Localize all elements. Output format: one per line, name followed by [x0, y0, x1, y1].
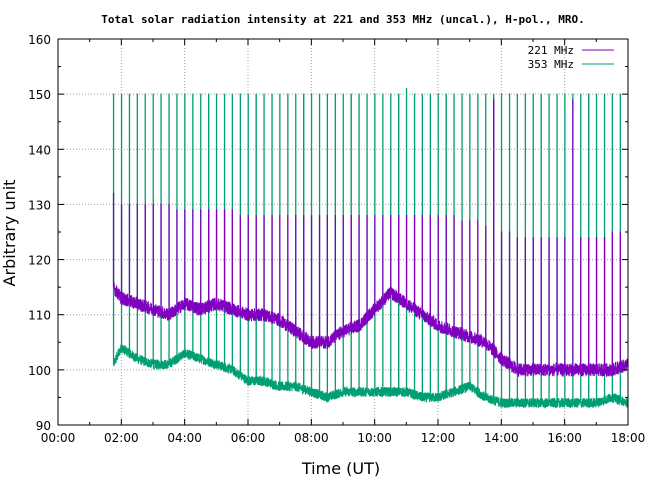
x-tick-label: 02:00: [104, 431, 139, 445]
plot-series: [112, 88, 629, 410]
y-tick-label: 120: [28, 254, 51, 268]
chart-title: Total solar radiation intensity at 221 a…: [101, 13, 584, 26]
x-tick-label: 08:00: [294, 431, 329, 445]
y-tick-label: 150: [28, 88, 51, 102]
x-tick-label: 06:00: [231, 431, 266, 445]
y-tick-label: 160: [28, 33, 51, 47]
y-tick-label: 100: [28, 364, 51, 378]
y-tick-label: 110: [28, 309, 51, 323]
x-tick-label: 00:00: [41, 431, 76, 445]
series-line-221-mhz: [112, 99, 629, 378]
y-tick-label: 130: [28, 198, 51, 212]
x-axis-label: Time (UT): [301, 459, 380, 478]
y-axis-label: Arbitrary unit: [0, 180, 19, 287]
y-tick-label: 140: [28, 143, 51, 157]
legend-label: 221 MHz: [528, 44, 574, 57]
x-tick-label: 10:00: [357, 431, 392, 445]
legend-label: 353 MHz: [528, 58, 574, 71]
y-tick-label: 90: [36, 419, 51, 433]
x-tick-label: 16:00: [547, 431, 582, 445]
x-tick-label: 18:00: [611, 431, 646, 445]
series-line-353-mhz: [112, 88, 629, 410]
axis-ticks: 00:00 02:00 04:00 06:00 08:00 10:00 12:00 14:00…: [28, 33, 645, 445]
x-tick-label: 12:00: [421, 431, 456, 445]
x-tick-label: 04:00: [167, 431, 202, 445]
x-tick-label: 14:00: [484, 431, 519, 445]
